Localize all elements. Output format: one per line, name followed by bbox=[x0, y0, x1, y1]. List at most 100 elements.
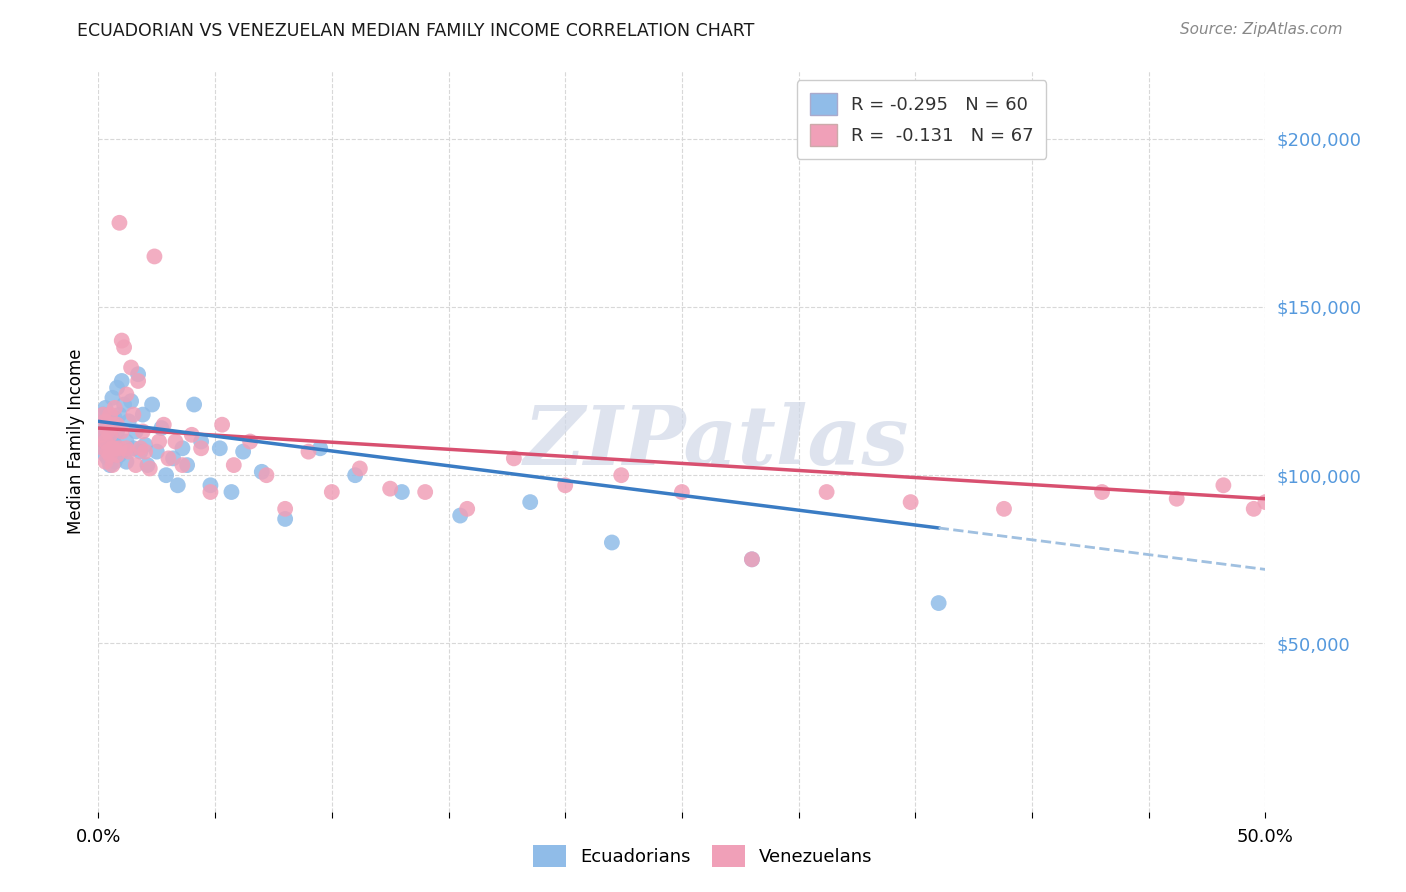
Point bbox=[105, 448, 128, 462]
Point bbox=[344, 468, 367, 483]
Point bbox=[91, 442, 114, 456]
Point bbox=[94, 414, 117, 428]
Point bbox=[104, 455, 127, 469]
Point bbox=[97, 417, 120, 432]
Text: ZIPatlas: ZIPatlas bbox=[524, 401, 910, 482]
Point bbox=[105, 417, 128, 432]
Point bbox=[172, 442, 194, 456]
Point bbox=[900, 495, 922, 509]
Point bbox=[274, 512, 297, 526]
Point bbox=[101, 444, 124, 458]
Point bbox=[391, 485, 413, 500]
Point bbox=[297, 444, 319, 458]
Point bbox=[1243, 501, 1265, 516]
Point bbox=[125, 425, 148, 439]
Point bbox=[134, 438, 156, 452]
Point bbox=[148, 434, 170, 449]
Point bbox=[132, 408, 155, 422]
Point bbox=[221, 485, 243, 500]
Point bbox=[118, 444, 141, 458]
Point bbox=[91, 408, 114, 422]
Point bbox=[200, 485, 222, 500]
Point bbox=[456, 501, 478, 516]
Point bbox=[190, 442, 212, 456]
Point bbox=[127, 374, 149, 388]
Point bbox=[380, 482, 402, 496]
Point bbox=[166, 478, 188, 492]
Point bbox=[104, 411, 127, 425]
Point bbox=[111, 425, 134, 439]
Point bbox=[741, 552, 763, 566]
Legend: Ecuadorians, Venezuelans: Ecuadorians, Venezuelans bbox=[526, 838, 880, 874]
Point bbox=[127, 368, 149, 382]
Point bbox=[101, 442, 124, 456]
Point bbox=[554, 478, 576, 492]
Point bbox=[120, 360, 142, 375]
Point bbox=[208, 442, 231, 456]
Point bbox=[115, 455, 138, 469]
Point bbox=[101, 458, 124, 472]
Point bbox=[211, 417, 233, 432]
Point bbox=[309, 442, 332, 456]
Point bbox=[152, 417, 174, 432]
Point bbox=[104, 438, 127, 452]
Point bbox=[101, 391, 124, 405]
Point bbox=[250, 465, 273, 479]
Point bbox=[98, 414, 121, 428]
Point bbox=[94, 427, 117, 442]
Point bbox=[815, 485, 838, 500]
Point bbox=[136, 458, 159, 472]
Point bbox=[105, 381, 128, 395]
Point bbox=[94, 401, 117, 415]
Point bbox=[122, 442, 145, 456]
Text: ECUADORIAN VS VENEZUELAN MEDIAN FAMILY INCOME CORRELATION CHART: ECUADORIAN VS VENEZUELAN MEDIAN FAMILY I… bbox=[77, 22, 755, 40]
Point bbox=[165, 434, 187, 449]
Point bbox=[519, 495, 541, 509]
Point bbox=[91, 408, 114, 422]
Point bbox=[1166, 491, 1188, 506]
Point bbox=[98, 458, 121, 472]
Point bbox=[97, 444, 120, 458]
Point bbox=[111, 444, 134, 458]
Point bbox=[157, 451, 180, 466]
Point bbox=[112, 398, 135, 412]
Point bbox=[105, 425, 128, 439]
Point bbox=[1212, 478, 1234, 492]
Point bbox=[671, 485, 693, 500]
Point bbox=[108, 442, 131, 456]
Point bbox=[125, 458, 148, 472]
Point bbox=[928, 596, 950, 610]
Point bbox=[115, 387, 138, 401]
Point bbox=[239, 434, 262, 449]
Point bbox=[94, 434, 117, 449]
Point bbox=[180, 427, 202, 442]
Point bbox=[129, 442, 152, 456]
Point bbox=[600, 535, 623, 549]
Point bbox=[111, 374, 134, 388]
Point bbox=[139, 461, 162, 475]
Point bbox=[108, 408, 131, 422]
Text: Source: ZipAtlas.com: Source: ZipAtlas.com bbox=[1180, 22, 1343, 37]
Point bbox=[91, 442, 114, 456]
Point bbox=[134, 444, 156, 458]
Legend: R = -0.295   N = 60, R =  -0.131   N = 67: R = -0.295 N = 60, R = -0.131 N = 67 bbox=[797, 80, 1046, 159]
Point bbox=[98, 408, 121, 422]
Point bbox=[104, 442, 127, 456]
Point bbox=[97, 451, 120, 466]
Point bbox=[112, 340, 135, 354]
Point bbox=[97, 425, 120, 439]
Point bbox=[132, 425, 155, 439]
Point bbox=[101, 417, 124, 432]
Point bbox=[155, 468, 177, 483]
Point bbox=[1091, 485, 1114, 500]
Point bbox=[98, 448, 121, 462]
Point bbox=[118, 414, 141, 428]
Point bbox=[162, 451, 184, 466]
Point bbox=[108, 216, 131, 230]
Point bbox=[90, 427, 112, 442]
Point bbox=[122, 408, 145, 422]
Point bbox=[1254, 495, 1277, 509]
Point bbox=[256, 468, 278, 483]
Point bbox=[98, 442, 121, 456]
Point bbox=[200, 478, 222, 492]
